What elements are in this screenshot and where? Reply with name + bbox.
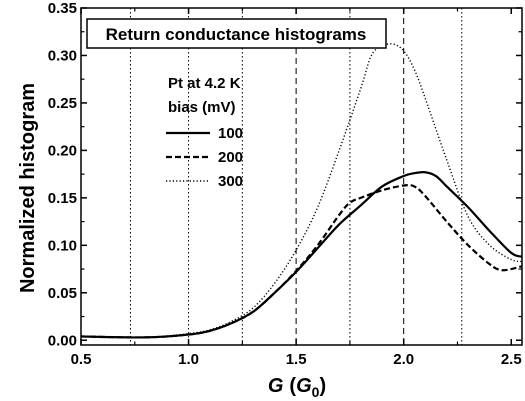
y-tick-label-7: 0.35 (48, 0, 77, 17)
y-tick-label-5: 0.25 (48, 95, 77, 112)
plot-frame (80, 7, 523, 346)
y-axis-label: Normalized histogram (17, 83, 39, 293)
y-tick-label-1: 0.05 (48, 285, 77, 302)
tick-labels: 0.5 1.0 1.5 2.0 2.5 0.00 0.05 0.10 0.15 0.20 0.25 0… (48, 0, 522, 368)
chart-title: Return conductance histograms (106, 25, 367, 44)
series-line-300 (80, 43, 523, 339)
y-tick-label-3: 0.15 (48, 190, 77, 207)
x-axis-label-unit: G (296, 375, 312, 397)
axes (80, 7, 523, 346)
x-tick-label-1: 1.0 (178, 351, 199, 368)
series-lines (80, 43, 523, 339)
y-axis-label-group: Normalized histogram (17, 83, 39, 293)
y-tick-label-0: 0.00 (48, 332, 77, 349)
y-tick-label-4: 0.20 (48, 142, 77, 159)
x-tick-label-4: 2.5 (501, 351, 522, 368)
y-tick-label-2: 0.10 (48, 237, 77, 254)
x-axis-label-variable: G (268, 375, 284, 397)
legend-title-1: Pt at 4.2 K (168, 75, 241, 92)
y-tick-label-6: 0.30 (48, 47, 77, 64)
x-tick-label-2: 1.5 (286, 351, 307, 368)
series-line-100 (80, 170, 523, 339)
legend: Pt at 4.2 K bias (mV) 100 200 300 (166, 75, 243, 190)
legend-label-100: 100 (218, 125, 243, 142)
x-axis-label-group: G (G0) (268, 375, 326, 400)
x-axis-label-unit-sub: 0 (312, 384, 320, 400)
legend-label-200: 200 (218, 149, 243, 166)
x-axis-label: G (G0) (268, 375, 326, 400)
x-tick-label-3: 2.0 (393, 351, 414, 368)
legend-label-300: 300 (218, 173, 243, 190)
title-frame (86, 18, 387, 49)
reference-lines (129, 8, 463, 345)
x-tick-label-0: 0.5 (71, 351, 92, 368)
ticks (80, 7, 522, 345)
legend-title-2: bias (mV) (168, 99, 236, 116)
series-line-200 (80, 183, 523, 339)
chart-title-box: Return conductance histograms (86, 18, 387, 49)
